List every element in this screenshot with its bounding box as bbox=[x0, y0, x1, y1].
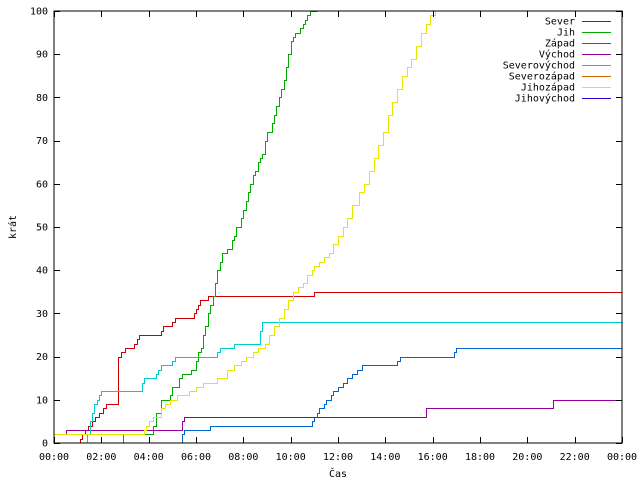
ticks-layer: 0 10 20 30 40 50 60 70 80 90 100 00:00 02:00 04:00 06:… bbox=[30, 7, 637, 464]
series-line-0 bbox=[78, 292, 622, 443]
x-tick-label: 16:00 bbox=[418, 452, 448, 463]
x-tick-label: 04:00 bbox=[134, 452, 164, 463]
y-tick-label: 20 bbox=[36, 352, 48, 363]
legend-label: Sever bbox=[545, 17, 575, 28]
x-tick-label: 06:00 bbox=[181, 452, 211, 463]
legend: SeverJihZápadVýchodSeverovýchodSeverozáp… bbox=[503, 17, 611, 105]
series-line-6 bbox=[54, 11, 436, 435]
x-tick-label: 08:00 bbox=[228, 452, 258, 463]
x-tick-label: 00:00 bbox=[607, 452, 637, 463]
y-tick-label: 90 bbox=[36, 50, 48, 61]
y-axis-label: krát bbox=[7, 215, 19, 239]
y-tick-label: 40 bbox=[36, 266, 48, 277]
legend-label: Východ bbox=[539, 49, 575, 61]
y-tick-label: 60 bbox=[36, 179, 48, 190]
x-tick-label: 22:00 bbox=[560, 452, 590, 463]
x-tick-label: 20:00 bbox=[512, 452, 542, 463]
legend-label: Severovýchod bbox=[503, 60, 575, 72]
y-tick-label: 70 bbox=[36, 136, 48, 147]
y-tick-label: 80 bbox=[36, 93, 48, 104]
y-tick-label: 100 bbox=[30, 7, 48, 18]
legend-label: Jihozápad bbox=[521, 82, 575, 94]
x-tick-label: 14:00 bbox=[370, 452, 400, 463]
legend-label: Severozápad bbox=[509, 71, 575, 83]
legend-label: Jih bbox=[557, 28, 575, 39]
y-tick-label: 30 bbox=[36, 309, 48, 320]
y-tick-label: 50 bbox=[36, 223, 48, 234]
x-tick-label: 18:00 bbox=[465, 452, 495, 463]
series-line-2 bbox=[54, 348, 622, 443]
x-tick-label: 02:00 bbox=[86, 452, 116, 463]
x-axis-label: Čas bbox=[329, 467, 347, 480]
series-layer bbox=[54, 11, 622, 443]
x-tick-label: 12:00 bbox=[323, 452, 353, 463]
series-line-3 bbox=[54, 400, 622, 435]
x-tick-label: 10:00 bbox=[276, 452, 306, 463]
x-tick-label: 00:00 bbox=[39, 452, 69, 463]
series-line-1 bbox=[120, 11, 318, 443]
legend-label: Jihovýchod bbox=[515, 93, 575, 105]
y-tick-label: 0 bbox=[42, 439, 48, 450]
y-tick-label: 10 bbox=[36, 395, 48, 406]
series-line-4 bbox=[85, 322, 622, 443]
legend-label: Západ bbox=[545, 38, 575, 50]
